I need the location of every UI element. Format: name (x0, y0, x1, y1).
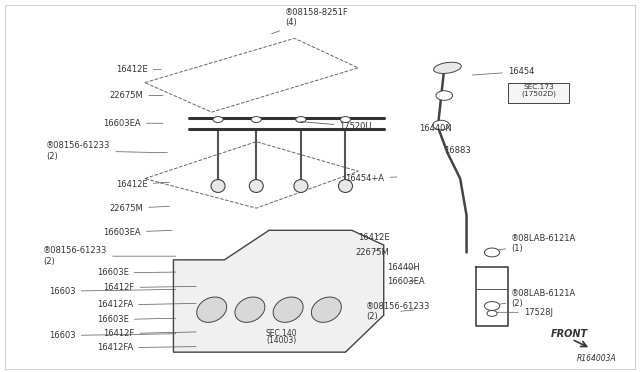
Text: 17520U: 17520U (300, 122, 372, 131)
Text: ®08158-8251F
(4): ®08158-8251F (4) (271, 8, 349, 34)
Text: 16883: 16883 (444, 147, 471, 155)
Text: 17528J: 17528J (496, 308, 553, 317)
Circle shape (487, 310, 497, 316)
Text: SEC.140: SEC.140 (266, 328, 298, 337)
Text: ®08156-61233
(2): ®08156-61233 (2) (43, 247, 176, 266)
Text: ®08156-61233
(2): ®08156-61233 (2) (46, 141, 168, 161)
Circle shape (484, 248, 500, 257)
Text: 16603EA: 16603EA (103, 228, 172, 237)
Ellipse shape (312, 297, 341, 323)
Circle shape (213, 116, 223, 122)
Circle shape (296, 116, 306, 122)
Text: 16440N: 16440N (419, 124, 451, 133)
Text: SEC.173: SEC.173 (523, 84, 554, 90)
Circle shape (436, 91, 452, 100)
Text: ®08LAB-6121A
(1): ®08LAB-6121A (1) (496, 234, 577, 253)
Ellipse shape (249, 180, 263, 192)
Text: 16454: 16454 (472, 67, 534, 76)
Text: 16412FA: 16412FA (97, 300, 196, 310)
Text: ®08LAB-6121A
(2): ®08LAB-6121A (2) (496, 289, 577, 308)
Text: 22675M: 22675M (355, 248, 388, 257)
Text: FRONT: FRONT (550, 328, 588, 339)
Ellipse shape (196, 297, 227, 323)
Text: 16412E: 16412E (116, 65, 161, 74)
Text: 16412F: 16412F (103, 283, 196, 292)
Text: 16412E: 16412E (358, 233, 390, 242)
Text: 16440H: 16440H (387, 263, 420, 272)
Text: 22675M: 22675M (109, 203, 170, 213)
Text: 16603: 16603 (49, 287, 176, 296)
Polygon shape (173, 230, 384, 352)
Text: 16603EA: 16603EA (103, 119, 163, 128)
Circle shape (484, 302, 500, 310)
Text: R164003A: R164003A (577, 355, 616, 363)
Text: 16412FA: 16412FA (97, 343, 196, 352)
Text: 16412F: 16412F (103, 329, 196, 338)
Ellipse shape (273, 297, 303, 323)
Text: 16603E: 16603E (97, 268, 176, 277)
Circle shape (251, 116, 261, 122)
Ellipse shape (434, 62, 461, 74)
Ellipse shape (339, 180, 353, 192)
Text: ®08156-61233
(2): ®08156-61233 (2) (366, 302, 430, 321)
Ellipse shape (294, 180, 308, 192)
Text: 16603E: 16603E (97, 315, 176, 324)
Text: (17502D): (17502D) (521, 90, 556, 97)
Text: 16454+A: 16454+A (346, 174, 397, 183)
Text: (14003): (14003) (267, 336, 297, 345)
Text: 16603: 16603 (49, 331, 176, 340)
Circle shape (433, 120, 449, 130)
Ellipse shape (235, 297, 265, 323)
Text: 16412E: 16412E (116, 180, 170, 189)
Text: 22675M: 22675M (109, 91, 163, 100)
FancyBboxPatch shape (508, 83, 568, 103)
Text: 16603EA: 16603EA (387, 278, 424, 286)
Circle shape (340, 116, 351, 122)
Ellipse shape (211, 180, 225, 192)
